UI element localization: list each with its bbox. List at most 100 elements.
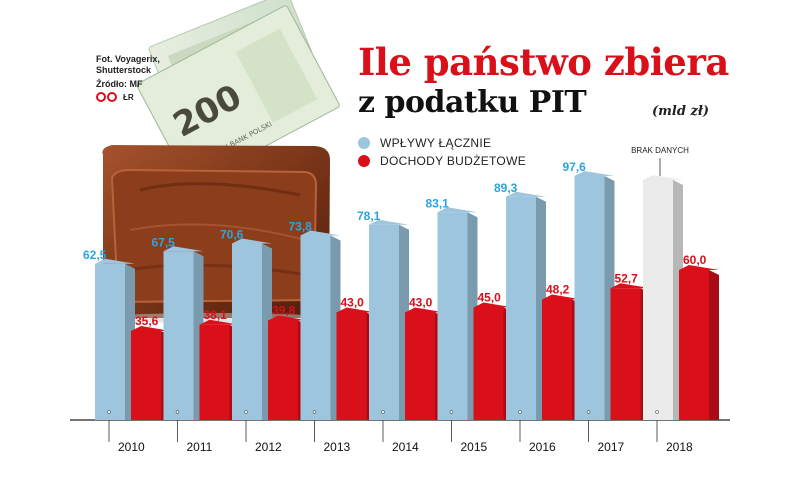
- bar-budget-2018-side: [709, 270, 719, 420]
- legend-item-budget: DOCHODY BUDŻETOWE: [358, 153, 526, 169]
- bar-budget-2014-top: [405, 307, 445, 313]
- bar-total-2013: [300, 230, 341, 420]
- bar-budget-2018-front: [679, 270, 709, 420]
- tick-label-2013: 2013: [324, 440, 351, 454]
- bar-total-2010-front: [95, 263, 125, 420]
- bar-total-2010-top: [95, 258, 135, 264]
- no-data-annotation: BRAK DANYCH: [631, 146, 689, 155]
- tick-label-2011: 2011: [187, 440, 213, 454]
- label-budget-2012: 39,8: [272, 304, 296, 318]
- bar-budget-2018-top: [679, 265, 719, 270]
- tick-label-2018: 2018: [666, 440, 693, 454]
- label-total-2017: 97,6: [563, 160, 587, 174]
- bar-total-2015-front: [437, 212, 468, 420]
- label-total-2016: 89,3: [494, 181, 518, 195]
- bar-total-2017-front: [574, 176, 605, 420]
- label-total-2013: 73,8: [289, 220, 313, 234]
- tick-marker-2011: [175, 410, 180, 414]
- legend-label-budget: DOCHODY BUDŻETOWE: [380, 154, 527, 168]
- bar-budget-2018: [679, 265, 719, 420]
- bar-total-2011: [163, 246, 204, 420]
- label-budget-2017: 52,7: [615, 271, 639, 285]
- label-budget-2015: 45,0: [478, 291, 502, 305]
- bar-budget-2016-front: [542, 299, 572, 420]
- label-total-2010: 62,5: [83, 248, 107, 262]
- bar-budget-2015-front: [473, 307, 504, 420]
- bar-budget-2016-top: [542, 294, 582, 300]
- bars-layer: 62,5 35,6 2010 67,5 38,1 2011 70,6 39,8 2012 73,8…: [83, 146, 719, 454]
- tick-marker-2015: [449, 410, 454, 414]
- tick-marker-2016: [518, 410, 522, 414]
- tick-marker-2012: [244, 410, 248, 414]
- bar-total-2015-top: [437, 207, 478, 213]
- author-initials: ŁR: [123, 92, 134, 102]
- tick-marker-2018: [655, 410, 659, 414]
- photo-credit-line1: Fot. Voyagerix,: [96, 54, 160, 64]
- tick-label-2014: 2014: [392, 440, 419, 454]
- bar-budget-2017-front: [610, 288, 641, 420]
- tick-label-2012: 2012: [255, 440, 282, 454]
- label-total-2012: 70,6: [220, 228, 244, 242]
- bar-budget-2011-top: [199, 319, 240, 325]
- bar-no-data-2018-top: [643, 175, 683, 180]
- cc-icon: [107, 92, 117, 102]
- bar-budget-2012-top: [268, 315, 308, 321]
- label-budget-2011: 38,1: [204, 308, 228, 322]
- bar-total-2013-top: [300, 230, 341, 236]
- tick-marker-2013: [312, 410, 317, 414]
- bar-total-2011-top: [163, 246, 204, 252]
- bar-budget-2010-front: [131, 331, 161, 420]
- legend-item-total: WPŁYWY ŁĄCZNIE: [358, 135, 491, 151]
- bar-total-2010: [95, 258, 135, 420]
- cc-license: ŁR: [96, 92, 134, 102]
- tick-label-2017: 2017: [598, 440, 625, 454]
- tick-marker-2017: [586, 410, 591, 414]
- label-budget-2010: 35,6: [135, 314, 159, 328]
- bar-total-2016-top: [506, 191, 546, 197]
- tick-label-2016: 2016: [529, 440, 556, 454]
- bar-total-2017-top: [574, 171, 615, 176]
- tick-label-2015: 2015: [461, 440, 488, 454]
- bar-no-data-2018: [643, 175, 683, 420]
- legend-label-total: WPŁYWY ŁĄCZNIE: [380, 136, 492, 150]
- label-total-2015: 83,1: [426, 196, 450, 210]
- cc-icon: [96, 92, 106, 102]
- bar-budget-2014-front: [405, 312, 435, 420]
- bar-total-2016-front: [506, 196, 536, 420]
- tick-marker-2014: [381, 410, 385, 414]
- label-budget-2016: 48,2: [546, 283, 570, 297]
- chart-title: Ile państwo zbiera: [358, 40, 729, 84]
- bar-budget-2012-front: [268, 320, 298, 420]
- bar-budget-2017-top: [610, 283, 651, 289]
- bar-total-2014-front: [369, 224, 399, 420]
- bar-total-2013-front: [300, 235, 331, 420]
- bar-total-2015: [437, 207, 478, 420]
- chart-subtitle: z podatku PIT: [358, 85, 587, 120]
- bar-no-data-2018-front: [643, 180, 673, 420]
- bar-total-2012: [232, 238, 272, 420]
- label-budget-2013: 43,0: [341, 296, 365, 310]
- bar-total-2014: [369, 219, 409, 420]
- bar-budget-2010-top: [131, 326, 171, 331]
- legend-swatch-budget: [358, 155, 370, 167]
- bar-total-2012-front: [232, 243, 262, 420]
- label-total-2011: 67,5: [152, 235, 176, 249]
- bar-total-2016: [506, 191, 546, 420]
- bar-total-2017: [574, 171, 615, 420]
- tick-label-2010: 2010: [118, 440, 145, 454]
- tick-marker-2010: [107, 410, 111, 414]
- bar-total-2014-top: [369, 219, 409, 225]
- label-budget-2014: 43,0: [409, 296, 433, 310]
- bar-total-2012-top: [232, 238, 272, 244]
- bar-budget-2011-front: [199, 324, 230, 420]
- bar-budget-2013-front: [336, 312, 367, 420]
- photo-credit-line2: Shutterstock: [96, 65, 152, 75]
- label-budget-2018: 60,0: [683, 253, 707, 267]
- bar-budget-2015-top: [473, 302, 514, 308]
- unit-label: (mld zł): [652, 104, 709, 119]
- legend-swatch-total: [358, 137, 370, 149]
- label-total-2014: 78,1: [357, 209, 381, 223]
- source-credit: Źródło: MF: [96, 79, 143, 89]
- bar-budget-2013-top: [336, 307, 377, 313]
